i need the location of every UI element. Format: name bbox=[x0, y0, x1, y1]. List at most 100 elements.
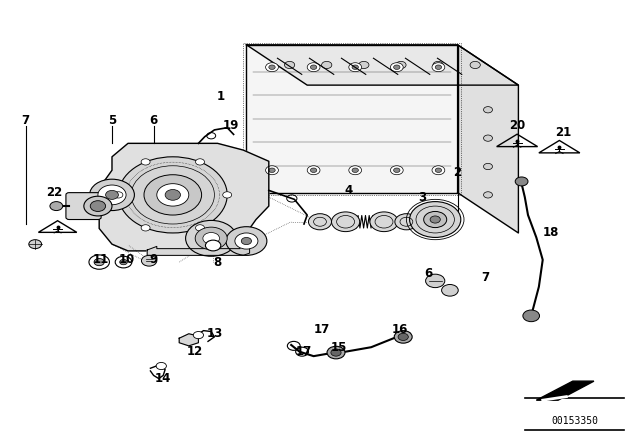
Circle shape bbox=[442, 284, 458, 296]
Circle shape bbox=[269, 65, 275, 69]
Polygon shape bbox=[536, 381, 594, 400]
Circle shape bbox=[515, 177, 528, 186]
Circle shape bbox=[352, 65, 358, 69]
Text: 1: 1 bbox=[217, 90, 225, 103]
Text: 4: 4 bbox=[345, 184, 353, 197]
Text: 7: 7 bbox=[481, 271, 489, 284]
Polygon shape bbox=[246, 45, 518, 85]
Circle shape bbox=[29, 240, 42, 249]
Circle shape bbox=[84, 196, 112, 216]
Circle shape bbox=[426, 274, 445, 288]
Text: 14: 14 bbox=[155, 372, 172, 385]
Circle shape bbox=[157, 184, 189, 206]
Circle shape bbox=[196, 159, 205, 165]
Bar bbox=[243, 43, 461, 195]
Circle shape bbox=[165, 190, 180, 200]
Circle shape bbox=[322, 61, 332, 69]
Circle shape bbox=[223, 192, 232, 198]
Circle shape bbox=[390, 63, 403, 72]
Circle shape bbox=[120, 259, 127, 265]
Circle shape bbox=[430, 216, 440, 223]
Circle shape bbox=[193, 332, 204, 339]
Circle shape bbox=[205, 240, 221, 251]
Circle shape bbox=[349, 63, 362, 72]
Circle shape bbox=[390, 166, 403, 175]
Circle shape bbox=[484, 107, 493, 113]
Polygon shape bbox=[458, 45, 518, 233]
FancyBboxPatch shape bbox=[66, 193, 101, 220]
Text: 2: 2 bbox=[454, 166, 461, 179]
Circle shape bbox=[141, 255, 157, 266]
Circle shape bbox=[307, 63, 320, 72]
Circle shape bbox=[141, 225, 150, 231]
Circle shape bbox=[94, 258, 104, 266]
Circle shape bbox=[432, 166, 445, 175]
Text: 11: 11 bbox=[93, 253, 109, 267]
Text: 22: 22 bbox=[46, 186, 63, 199]
Text: 00153350: 00153350 bbox=[551, 417, 598, 426]
Polygon shape bbox=[179, 334, 198, 346]
Circle shape bbox=[370, 212, 398, 232]
Circle shape bbox=[226, 227, 267, 255]
Circle shape bbox=[394, 331, 412, 343]
Text: 18: 18 bbox=[542, 226, 559, 240]
Text: 15: 15 bbox=[331, 340, 348, 354]
Circle shape bbox=[114, 192, 123, 198]
Circle shape bbox=[266, 63, 278, 72]
Circle shape bbox=[90, 179, 134, 211]
Circle shape bbox=[484, 135, 493, 141]
Text: 21: 21 bbox=[555, 125, 572, 139]
Circle shape bbox=[398, 333, 408, 340]
Circle shape bbox=[266, 166, 278, 175]
Circle shape bbox=[484, 192, 493, 198]
Text: 19: 19 bbox=[222, 119, 239, 132]
Polygon shape bbox=[246, 45, 458, 193]
Text: 17: 17 bbox=[296, 345, 312, 358]
Circle shape bbox=[141, 159, 150, 165]
Text: 6: 6 bbox=[425, 267, 433, 280]
Circle shape bbox=[308, 214, 332, 230]
Circle shape bbox=[396, 61, 406, 69]
Circle shape bbox=[241, 237, 252, 245]
Circle shape bbox=[144, 175, 202, 215]
Text: 7: 7 bbox=[22, 114, 29, 128]
Text: 6: 6 bbox=[150, 114, 157, 128]
Circle shape bbox=[349, 166, 362, 175]
Circle shape bbox=[352, 168, 358, 172]
Text: 3: 3 bbox=[419, 190, 426, 204]
Circle shape bbox=[90, 201, 106, 211]
Circle shape bbox=[285, 61, 295, 69]
Circle shape bbox=[106, 190, 118, 199]
Circle shape bbox=[196, 225, 205, 231]
Polygon shape bbox=[99, 143, 269, 251]
Circle shape bbox=[235, 233, 258, 249]
Circle shape bbox=[310, 168, 317, 172]
Circle shape bbox=[327, 346, 345, 359]
Circle shape bbox=[435, 65, 442, 69]
Circle shape bbox=[484, 164, 493, 170]
Circle shape bbox=[432, 63, 445, 72]
Circle shape bbox=[435, 168, 442, 172]
Text: 17: 17 bbox=[314, 323, 330, 336]
Circle shape bbox=[410, 202, 461, 237]
Text: 20: 20 bbox=[509, 119, 525, 132]
Circle shape bbox=[394, 65, 400, 69]
Circle shape bbox=[195, 227, 227, 250]
Text: 8: 8 bbox=[214, 255, 221, 269]
Circle shape bbox=[118, 157, 227, 233]
Circle shape bbox=[310, 65, 317, 69]
Circle shape bbox=[433, 61, 444, 69]
Circle shape bbox=[470, 61, 480, 69]
Circle shape bbox=[186, 220, 237, 256]
Circle shape bbox=[359, 61, 369, 69]
Circle shape bbox=[331, 349, 341, 356]
Circle shape bbox=[203, 233, 220, 244]
Text: 13: 13 bbox=[206, 327, 223, 340]
Circle shape bbox=[156, 362, 166, 370]
Text: 12: 12 bbox=[187, 345, 204, 358]
Text: 9: 9 bbox=[150, 253, 157, 267]
Circle shape bbox=[50, 202, 63, 211]
Circle shape bbox=[332, 212, 360, 232]
Circle shape bbox=[307, 166, 320, 175]
Circle shape bbox=[98, 185, 126, 205]
